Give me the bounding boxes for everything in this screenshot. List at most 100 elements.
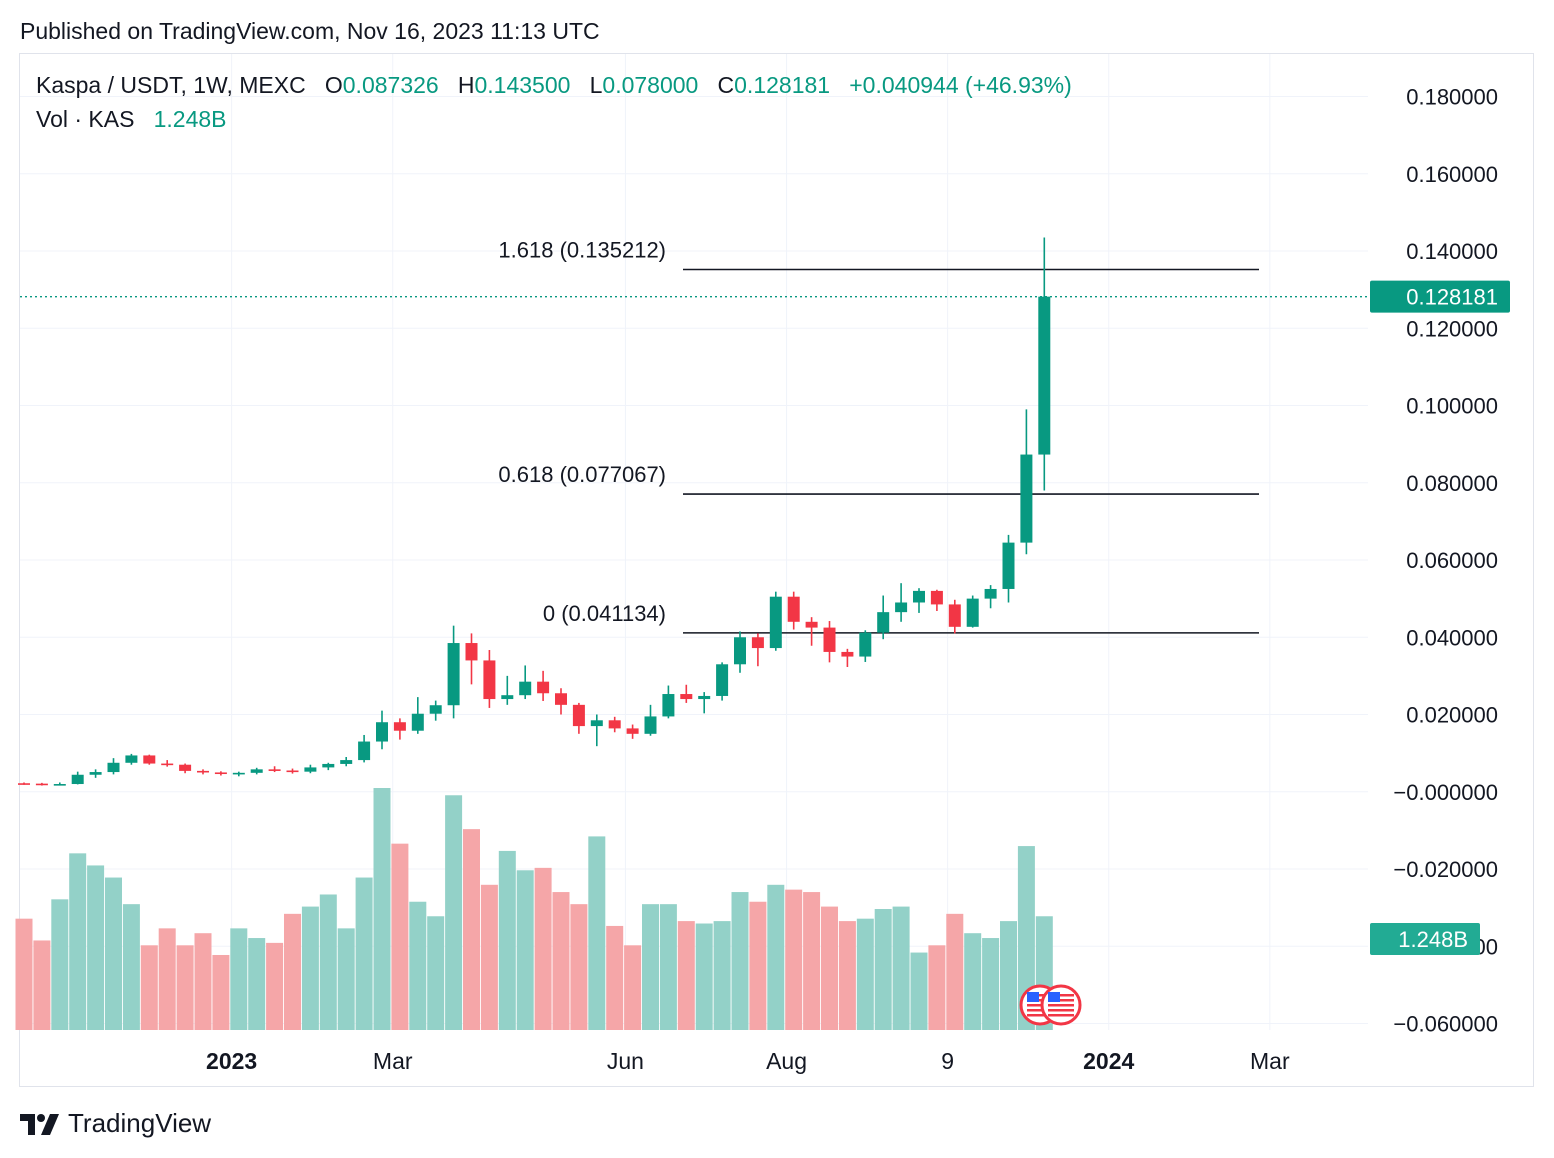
candle-body[interactable] bbox=[859, 632, 872, 657]
volume-bar bbox=[1000, 921, 1017, 1030]
candle-body[interactable] bbox=[930, 590, 943, 605]
candle-body[interactable] bbox=[913, 590, 925, 603]
volume-legend: Vol · KAS 1.248B bbox=[36, 106, 227, 133]
candle-body[interactable] bbox=[948, 604, 961, 627]
candle-body[interactable] bbox=[608, 720, 621, 729]
candle-body[interactable] bbox=[35, 783, 48, 786]
candle-body[interactable] bbox=[125, 755, 138, 763]
candle-body[interactable] bbox=[966, 598, 979, 627]
candle-body[interactable] bbox=[53, 784, 66, 786]
candle-body[interactable] bbox=[644, 716, 657, 734]
candle-body[interactable] bbox=[537, 681, 550, 694]
candle-body[interactable] bbox=[519, 681, 532, 696]
volume-bar bbox=[659, 904, 677, 1030]
candle-body[interactable] bbox=[787, 596, 800, 622]
candle-body[interactable] bbox=[501, 695, 514, 700]
candle-body[interactable] bbox=[680, 694, 693, 700]
legend-high-value: 0.143500 bbox=[474, 72, 571, 98]
candle-body[interactable] bbox=[411, 713, 424, 731]
last-volume-label: 1.248B bbox=[1398, 927, 1468, 952]
candle-body[interactable] bbox=[572, 704, 585, 727]
candle-body[interactable] bbox=[555, 693, 567, 705]
candle-body[interactable] bbox=[250, 769, 263, 773]
candle-body[interactable] bbox=[89, 772, 102, 775]
candle-body[interactable] bbox=[304, 767, 317, 772]
candle-body[interactable] bbox=[877, 612, 890, 633]
candle-body[interactable] bbox=[429, 705, 442, 714]
candle-body[interactable] bbox=[340, 760, 353, 764]
candle-body[interactable] bbox=[107, 762, 120, 773]
candle-body[interactable] bbox=[393, 722, 406, 731]
candle-body[interactable] bbox=[71, 774, 84, 785]
x-axis-label: 2023 bbox=[206, 1048, 257, 1074]
candle-body[interactable] bbox=[161, 763, 174, 766]
candle-body[interactable] bbox=[841, 651, 854, 657]
volume-bar bbox=[391, 843, 409, 1030]
brand-name: TradingView bbox=[68, 1108, 212, 1138]
volume-bar bbox=[140, 945, 158, 1030]
volume-bar bbox=[266, 942, 284, 1030]
candle-body[interactable] bbox=[626, 728, 639, 734]
volume-bar bbox=[964, 933, 982, 1030]
volume-bar bbox=[516, 870, 534, 1030]
us-flag-event-icon[interactable] bbox=[1040, 984, 1082, 1026]
volume-bar bbox=[463, 829, 480, 1030]
candle-body[interactable] bbox=[18, 783, 30, 785]
candle-body[interactable] bbox=[143, 755, 156, 764]
x-axis-label: 9 bbox=[941, 1048, 954, 1074]
candle-body[interactable] bbox=[769, 596, 782, 649]
candle-body[interactable] bbox=[447, 643, 460, 706]
y-axis-tick-label: 0.060000 bbox=[1406, 548, 1498, 573]
volume-bar bbox=[15, 918, 33, 1030]
candle-body[interactable] bbox=[751, 637, 764, 649]
candle-body[interactable] bbox=[823, 627, 836, 652]
candle-body[interactable] bbox=[734, 637, 746, 665]
candle-body[interactable] bbox=[197, 770, 209, 773]
volume-bar bbox=[69, 853, 87, 1030]
legend-open-key: O bbox=[324, 72, 343, 98]
candle-body[interactable] bbox=[716, 664, 729, 696]
x-axis-label: Mar bbox=[373, 1048, 413, 1074]
y-axis-tick-label: 0.080000 bbox=[1406, 471, 1498, 496]
legend-low-key: L bbox=[589, 72, 603, 98]
candle-body[interactable] bbox=[286, 770, 299, 773]
y-axis-tick-label: 0.040000 bbox=[1406, 625, 1498, 650]
candle-body[interactable] bbox=[984, 588, 997, 599]
legend-low-value: 0.078000 bbox=[602, 72, 699, 98]
candle-body[interactable] bbox=[268, 769, 281, 771]
candle-body[interactable] bbox=[662, 694, 675, 717]
candle-body[interactable] bbox=[214, 772, 227, 775]
volume-bar bbox=[552, 892, 570, 1030]
volume-bar bbox=[731, 892, 749, 1030]
candle-body[interactable] bbox=[179, 764, 192, 771]
chart-frame bbox=[19, 53, 1534, 1087]
candle-body[interactable] bbox=[322, 763, 335, 768]
candle-body[interactable] bbox=[232, 772, 245, 775]
candle-body[interactable] bbox=[698, 695, 711, 700]
volume-bar bbox=[158, 928, 176, 1030]
y-axis-tick-label: 0.160000 bbox=[1406, 162, 1498, 187]
candle-body[interactable] bbox=[590, 720, 603, 727]
candle-body[interactable] bbox=[465, 643, 478, 661]
candle-body[interactable] bbox=[1020, 454, 1033, 543]
candle-body[interactable] bbox=[483, 660, 496, 700]
tradingview-logo-icon bbox=[20, 1113, 59, 1135]
volume-bar bbox=[874, 909, 892, 1030]
candle-body[interactable] bbox=[805, 621, 818, 628]
volume-bar bbox=[87, 865, 105, 1030]
candle-body[interactable] bbox=[1002, 542, 1015, 589]
candle-body[interactable] bbox=[376, 722, 388, 742]
volume-bar bbox=[194, 933, 212, 1030]
candle-body[interactable] bbox=[895, 602, 908, 613]
volume-bar bbox=[570, 904, 588, 1030]
volume-bar bbox=[821, 906, 838, 1030]
volume-bar bbox=[1017, 846, 1035, 1030]
legend-open-value: 0.087326 bbox=[342, 72, 439, 98]
candle-body[interactable] bbox=[1038, 296, 1051, 455]
volume-bar bbox=[767, 884, 785, 1030]
tradingview-brand[interactable]: TradingView bbox=[20, 1108, 211, 1139]
last-volume-badge bbox=[1370, 923, 1480, 955]
volume-bar bbox=[445, 795, 463, 1030]
candle-body[interactable] bbox=[358, 741, 371, 761]
